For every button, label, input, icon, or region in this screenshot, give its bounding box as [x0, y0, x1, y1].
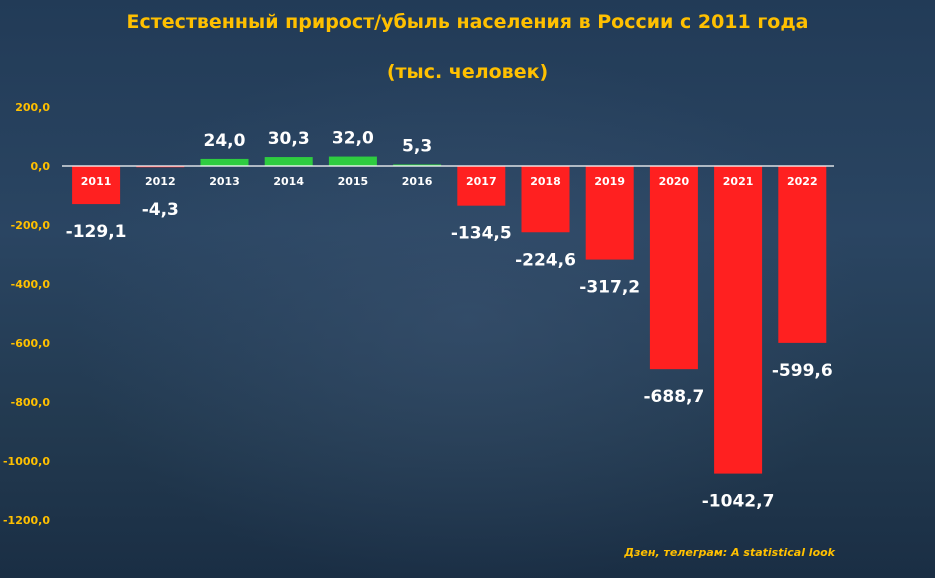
- bar-2016: [393, 164, 442, 166]
- bar-2019: [585, 166, 634, 260]
- y-tick-label: 0,0: [31, 160, 51, 173]
- y-tick-label: -1200,0: [3, 514, 50, 527]
- y-axis: 200,0 0,0 -200,0 -400,0 -600,0 -800,0 -1000,0 -…: [3, 101, 50, 527]
- value-label: -134,5: [451, 224, 512, 244]
- value-labels: -129,1 -4,3 24,0 30,3 32,0 5,3 -134,5-224,6-31…: [66, 129, 833, 512]
- bars-group: [72, 156, 827, 474]
- y-tick-label: -1000,0: [3, 455, 50, 468]
- value-label: -224,6: [515, 250, 576, 270]
- value-label: 5,3: [402, 136, 432, 156]
- chart-subtitle: (тыс. человек): [386, 61, 549, 83]
- category-label: 2015: [338, 175, 369, 188]
- value-label: -1042,7: [702, 492, 775, 512]
- bar-2012: [136, 166, 185, 168]
- value-label: -4,3: [142, 200, 179, 220]
- source-credit: Дзен, телеграм: A statistical look: [624, 546, 835, 559]
- value-label: 32,0: [332, 129, 374, 149]
- chart-title: Естественный прирост/убыль населения в Р…: [126, 11, 809, 33]
- y-tick-label: -200,0: [11, 219, 51, 232]
- bar-2022: [778, 166, 827, 343]
- category-label: 2022: [787, 175, 818, 188]
- value-label: -688,7: [643, 387, 704, 407]
- bar-2021: [714, 166, 763, 474]
- category-label: 2014: [273, 175, 304, 188]
- bar-2011: [72, 166, 121, 205]
- category-label: 2021: [723, 175, 754, 188]
- value-label: -599,6: [772, 361, 833, 381]
- y-tick-label: -800,0: [11, 396, 51, 409]
- value-label: -129,1: [66, 222, 127, 242]
- bar-2014: [264, 157, 313, 166]
- category-label: 2020: [659, 175, 690, 188]
- category-label: 2017: [466, 175, 497, 188]
- category-label: 2012: [145, 175, 176, 188]
- y-tick-label: 200,0: [15, 101, 50, 114]
- y-tick-label: -600,0: [11, 337, 51, 350]
- category-label: 2019: [594, 175, 625, 188]
- bar-2013: [200, 158, 249, 166]
- category-labels: 2011 2012 2013 2014 2015 2016 2017 2018 2019 2020…: [81, 175, 818, 188]
- value-label: 30,3: [268, 129, 310, 149]
- bar-2018: [521, 166, 570, 233]
- category-label: 2011: [81, 175, 112, 188]
- category-label: 2016: [402, 175, 433, 188]
- bar-2020: [649, 166, 698, 370]
- bar-2017: [457, 166, 506, 206]
- y-tick-label: -400,0: [11, 278, 51, 291]
- value-label: 24,0: [204, 131, 246, 151]
- category-label: 2013: [209, 175, 240, 188]
- bar-2015: [328, 156, 377, 166]
- category-label: 2018: [530, 175, 561, 188]
- value-label: -317,2: [579, 278, 640, 298]
